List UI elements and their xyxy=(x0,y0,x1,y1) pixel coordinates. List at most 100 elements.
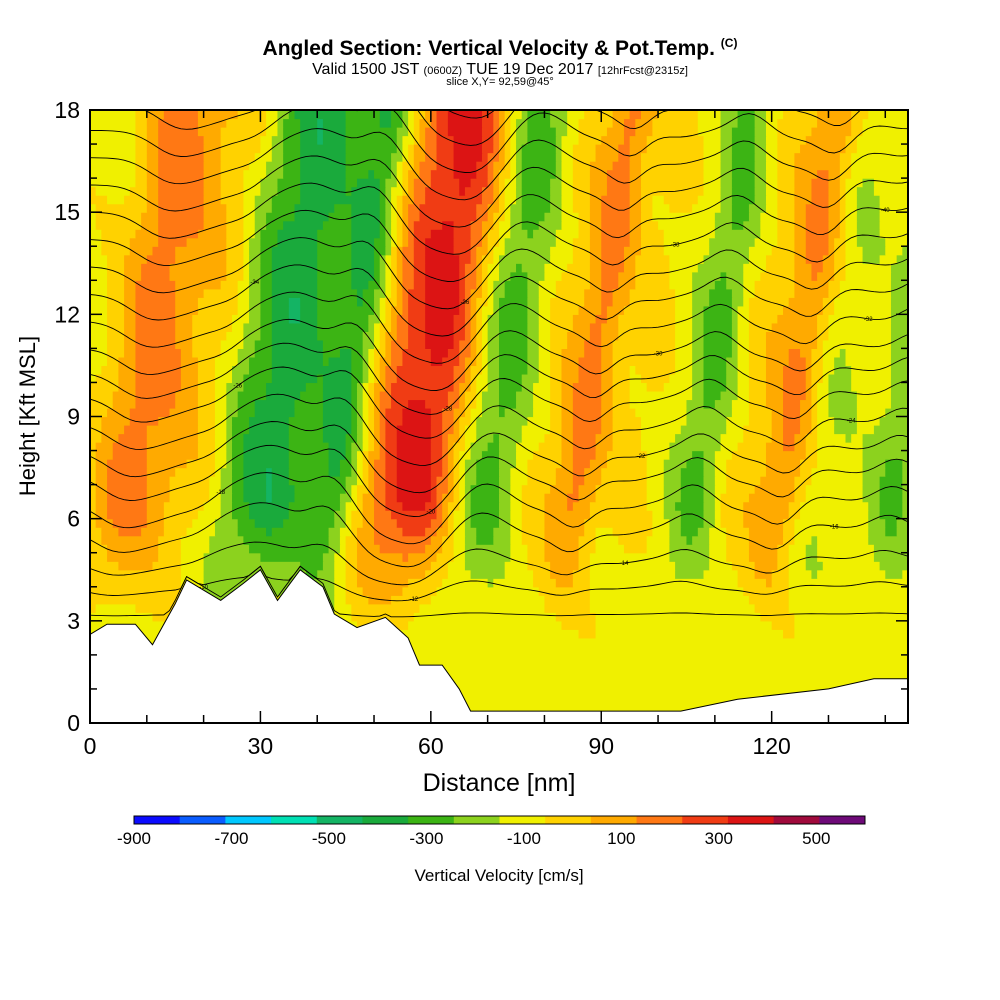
velocity-cell xyxy=(430,433,443,443)
velocity-cell xyxy=(601,331,619,341)
velocity-cell xyxy=(345,578,358,588)
velocity-cell xyxy=(811,467,864,477)
velocity-cell xyxy=(748,527,784,537)
velocity-cell xyxy=(499,220,511,230)
velocity-cell xyxy=(777,161,795,171)
velocity-cell xyxy=(345,484,352,494)
velocity-cell xyxy=(709,288,733,298)
velocity-cell xyxy=(538,365,551,375)
velocity-cell xyxy=(641,178,705,188)
velocity-cell xyxy=(459,263,466,273)
velocity-cell xyxy=(731,169,756,179)
velocity-cell xyxy=(300,297,318,307)
velocity-cell xyxy=(572,578,591,588)
velocity-cell xyxy=(533,390,551,401)
velocity-cell xyxy=(521,212,546,222)
velocity-cell xyxy=(362,476,369,486)
velocity-cell xyxy=(169,407,199,418)
velocity-cell xyxy=(703,339,733,349)
velocity-cell xyxy=(862,178,875,188)
velocity-cell xyxy=(805,493,864,503)
velocity-cell xyxy=(362,433,369,443)
velocity-cell xyxy=(368,484,375,494)
velocity-cell xyxy=(856,237,886,247)
velocity-cell xyxy=(538,586,591,596)
velocity-cell xyxy=(499,390,517,401)
velocity-cell xyxy=(374,484,386,494)
velocity-cell xyxy=(470,339,477,349)
velocity-cell xyxy=(90,356,108,367)
velocity-cell xyxy=(146,127,159,137)
velocity-cell xyxy=(368,280,381,290)
velocity-cell xyxy=(533,382,551,392)
velocity-cell xyxy=(425,144,438,154)
velocity-cell xyxy=(550,195,563,205)
velocity-cell xyxy=(300,118,318,128)
velocity-cell xyxy=(561,186,574,196)
velocity-cell xyxy=(890,390,908,401)
velocity-cell xyxy=(351,356,364,367)
velocity-cell xyxy=(765,373,784,384)
velocity-cell xyxy=(692,535,710,545)
velocity-cell xyxy=(442,416,455,426)
velocity-cell xyxy=(300,169,347,179)
velocity-cell xyxy=(442,442,449,452)
velocity-cell xyxy=(90,493,97,503)
velocity-cell xyxy=(748,356,767,367)
velocity-cell xyxy=(720,203,733,213)
velocity-cell xyxy=(453,416,460,426)
isentrope-label: -36 xyxy=(461,300,470,306)
velocity-cell xyxy=(368,442,375,452)
velocity-cell xyxy=(805,246,830,256)
velocity-cell xyxy=(459,476,466,486)
velocity-cell xyxy=(391,314,398,324)
velocity-cell xyxy=(595,544,625,554)
velocity-cell xyxy=(851,110,869,120)
velocity-cell xyxy=(356,433,364,443)
velocity-cell xyxy=(902,246,908,256)
velocity-cell xyxy=(351,390,358,401)
velocity-cell xyxy=(408,314,426,324)
velocity-cell xyxy=(817,407,830,418)
velocity-cell xyxy=(379,195,386,205)
velocity-cell xyxy=(623,127,636,137)
velocity-cell xyxy=(589,246,602,256)
velocity-cell xyxy=(362,288,375,298)
velocity-cell xyxy=(516,390,534,401)
velocity-cell xyxy=(345,135,398,145)
velocity-cell xyxy=(499,322,528,332)
velocity-cell xyxy=(561,620,597,630)
velocity-cell xyxy=(90,246,102,256)
velocity-cell xyxy=(743,263,767,273)
velocity-cell xyxy=(391,152,404,162)
velocity-cell xyxy=(385,382,392,392)
velocity-cell xyxy=(641,433,676,443)
isentrope-line xyxy=(90,291,908,364)
velocity-cell xyxy=(890,263,908,273)
velocity-cell xyxy=(527,305,540,315)
velocity-cell xyxy=(572,382,602,392)
velocity-cell xyxy=(271,527,330,537)
velocity-cell xyxy=(436,135,455,145)
velocity-cell xyxy=(214,407,227,418)
velocity-cell xyxy=(709,297,733,307)
velocity-cell xyxy=(561,356,580,367)
velocity-cell xyxy=(90,220,97,230)
velocity-cell xyxy=(663,493,682,503)
velocity-cell xyxy=(499,493,511,503)
velocity-cell xyxy=(459,425,466,435)
velocity-cell xyxy=(550,339,568,349)
velocity-cell xyxy=(271,288,318,298)
velocity-cell xyxy=(686,416,727,426)
velocity-cell xyxy=(254,203,273,213)
isentrope-line xyxy=(90,502,908,568)
velocity-cell xyxy=(243,203,256,213)
velocity-cell xyxy=(362,390,369,401)
velocity-cell xyxy=(385,195,392,205)
velocity-cell xyxy=(430,169,455,179)
velocity-cell xyxy=(459,178,472,188)
velocity-cell xyxy=(567,493,580,503)
velocity-cell xyxy=(538,297,551,307)
velocity-cell xyxy=(623,544,648,554)
velocity-cell xyxy=(481,237,489,247)
